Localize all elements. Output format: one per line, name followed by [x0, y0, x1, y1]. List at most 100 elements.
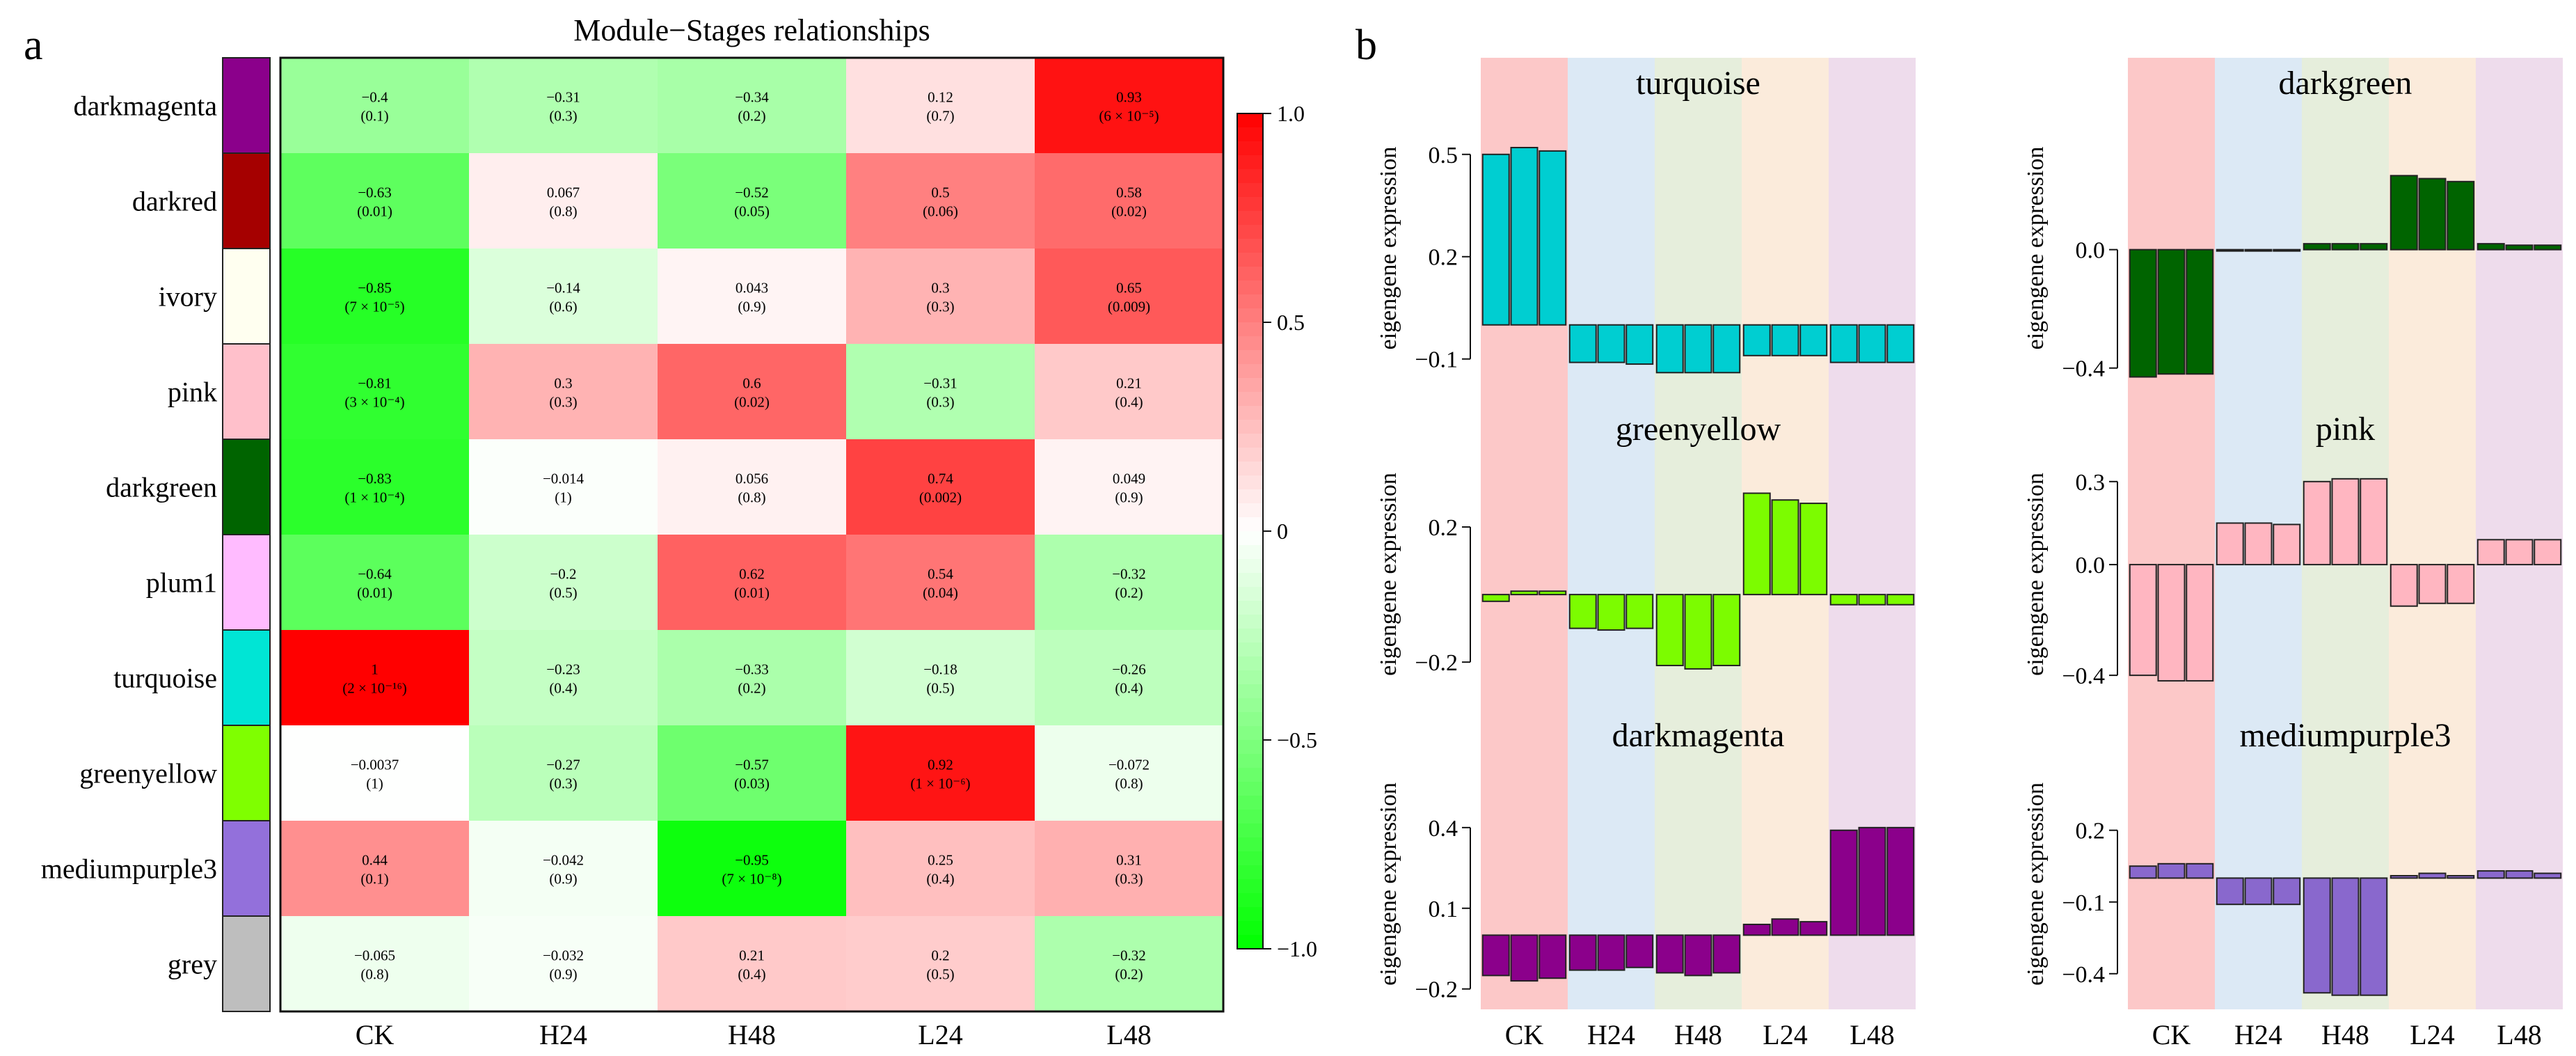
- bar-greenyellow-CK-3: [1539, 590, 1567, 596]
- cell-p-label: (0.5): [926, 680, 954, 697]
- y-tick-label: 0.2: [2076, 819, 2106, 844]
- colorbar-step: [1237, 336, 1263, 351]
- bar-turquoise-H48-3: [1712, 324, 1741, 374]
- colorbar-step: [1237, 322, 1263, 337]
- heatmap-cell-grey-L48: [1035, 916, 1223, 1011]
- heatmap-cell-darkred-L48: [1035, 153, 1223, 249]
- cell-value-label: 0.3: [554, 375, 572, 392]
- heatmap-cell-mediumpurple3-L24: [846, 821, 1035, 916]
- heatmap-cell-darkred-CK: [280, 153, 469, 249]
- stage-label-H24: H24: [2234, 1019, 2282, 1050]
- stage-label-L24: L24: [2410, 1019, 2454, 1050]
- cell-p-label: (3 × 10⁻⁴): [344, 394, 404, 411]
- cell-p-label: (0.8): [360, 966, 388, 983]
- bar-darkgreen-L48-1: [2476, 243, 2505, 251]
- cell-value-label: −0.63: [358, 184, 392, 201]
- bar-mediumpurple3-L48-1: [2476, 870, 2505, 879]
- heatmap-cell-pink-L48: [1035, 344, 1223, 439]
- cell-value-label: −0.26: [1112, 661, 1146, 678]
- stage-label-H24: H24: [1587, 1019, 1635, 1050]
- cell-p-label: (0.4): [549, 680, 577, 697]
- panel-title-darkgreen: darkgreen: [2279, 65, 2412, 102]
- bar-turquoise-H48-1: [1655, 324, 1684, 374]
- bar-pink-H48-3: [2360, 478, 2388, 566]
- stage-band-CK: [2128, 58, 2215, 1009]
- heatmap-colorbar: 1.0 0.5 0 −0.5 −1.0: [1237, 101, 1317, 961]
- colorbar-step: [1237, 712, 1263, 727]
- bar-darkmagenta-H24-2: [1597, 934, 1625, 971]
- colorbar-step: [1237, 726, 1263, 741]
- heatmap-cell-greenyellow-L24: [846, 725, 1035, 821]
- cell-p-label: (7 × 10⁻⁵): [344, 299, 404, 315]
- colorbar-step: [1237, 364, 1263, 379]
- cell-p-label: (0.009): [1108, 299, 1150, 315]
- cell-value-label: 0.043: [736, 280, 768, 297]
- bar-darkgreen-CK-1: [2129, 249, 2157, 378]
- cell-value-label: 0.21: [1116, 375, 1142, 392]
- cell-value-label: −0.83: [358, 471, 392, 487]
- colorbar-step: [1237, 559, 1263, 574]
- column-label-H48: H48: [728, 1019, 776, 1050]
- cell-p-label: (0.2): [738, 680, 765, 697]
- bar-greenyellow-H24-3: [1625, 594, 1654, 629]
- cell-value-label: −0.2: [550, 566, 576, 583]
- bar-darkgreen-L24-2: [2418, 178, 2447, 251]
- heatmap-cell-darkred-H48: [658, 153, 846, 249]
- colorbar-step: [1237, 350, 1263, 365]
- cell-p-label: (2 × 10⁻¹⁶): [342, 680, 407, 697]
- y-tick-label: 0.4: [1429, 816, 1458, 842]
- bar-turquoise-L24-3: [1799, 324, 1828, 356]
- colorbar-step: [1237, 517, 1263, 532]
- cell-p-label: (0.8): [1115, 775, 1143, 792]
- bar-darkmagenta-L48-1: [1829, 829, 1858, 936]
- bar-darkgreen-H48-1: [2303, 243, 2331, 251]
- colorbar-tick-label: 0: [1277, 519, 1288, 544]
- colorbar-step: [1237, 935, 1263, 949]
- cell-p-label: (0.8): [738, 489, 765, 506]
- bar-turquoise-H24-3: [1625, 324, 1654, 365]
- y-tick-label: 0.3: [2076, 470, 2106, 496]
- bar-greenyellow-CK-1: [1481, 594, 1510, 602]
- heatmap-cell-pink-CK: [280, 344, 469, 439]
- cell-value-label: 0.65: [1116, 280, 1142, 297]
- colorbar-step: [1237, 448, 1263, 462]
- colorbar-step: [1237, 921, 1263, 936]
- colorbar-step: [1237, 879, 1263, 894]
- heatmap-cell-plum1-CK: [280, 535, 469, 630]
- y-tick-label: −0.1: [2062, 890, 2105, 916]
- bar-turquoise-L48-2: [1858, 324, 1886, 363]
- colorbar-step: [1237, 796, 1263, 810]
- y-tick-label: 0.2: [1429, 515, 1458, 541]
- module-swatch-darkred: [222, 152, 271, 249]
- row-label-pink: pink: [168, 377, 217, 408]
- bar-darkgreen-H24-1: [2216, 249, 2244, 252]
- colorbar-step: [1237, 865, 1263, 880]
- colorbar-step: [1237, 475, 1263, 490]
- cell-value-label: −0.64: [358, 566, 392, 583]
- y-tick-label: −0.4: [2062, 663, 2105, 689]
- bar-darkmagenta-L48-2: [1858, 826, 1886, 936]
- bar-darkgreen-L48-2: [2505, 244, 2534, 251]
- stage-label-CK: CK: [1505, 1019, 1544, 1050]
- column-label-L24: L24: [918, 1019, 962, 1050]
- cell-value-label: −0.065: [354, 947, 395, 964]
- bar-darkgreen-CK-3: [2186, 249, 2214, 375]
- module-swatch-pink: [222, 343, 271, 440]
- stage-band-H48: [1655, 58, 1742, 1009]
- cell-value-label: −0.52: [735, 184, 769, 201]
- cell-value-label: −0.34: [735, 89, 769, 106]
- colorbar-step: [1237, 823, 1263, 838]
- cell-value-label: −0.23: [546, 661, 580, 678]
- cell-p-label: (0.2): [738, 108, 765, 125]
- heatmap-cell-turquoise-CK: [280, 630, 469, 725]
- cell-value-label: 0.056: [736, 471, 768, 487]
- bar-pink-H24-1: [2216, 522, 2244, 566]
- bar-pink-L48-2: [2505, 539, 2534, 566]
- heatmap-cell-darkgreen-CK: [280, 439, 469, 535]
- panel-title-greenyellow: greenyellow: [1616, 411, 1781, 448]
- bar-greenyellow-L24-2: [1771, 499, 1799, 596]
- bar-darkmagenta-L24-1: [1742, 923, 1771, 936]
- cell-p-label: (1): [555, 489, 572, 506]
- colorbar-step: [1237, 169, 1263, 184]
